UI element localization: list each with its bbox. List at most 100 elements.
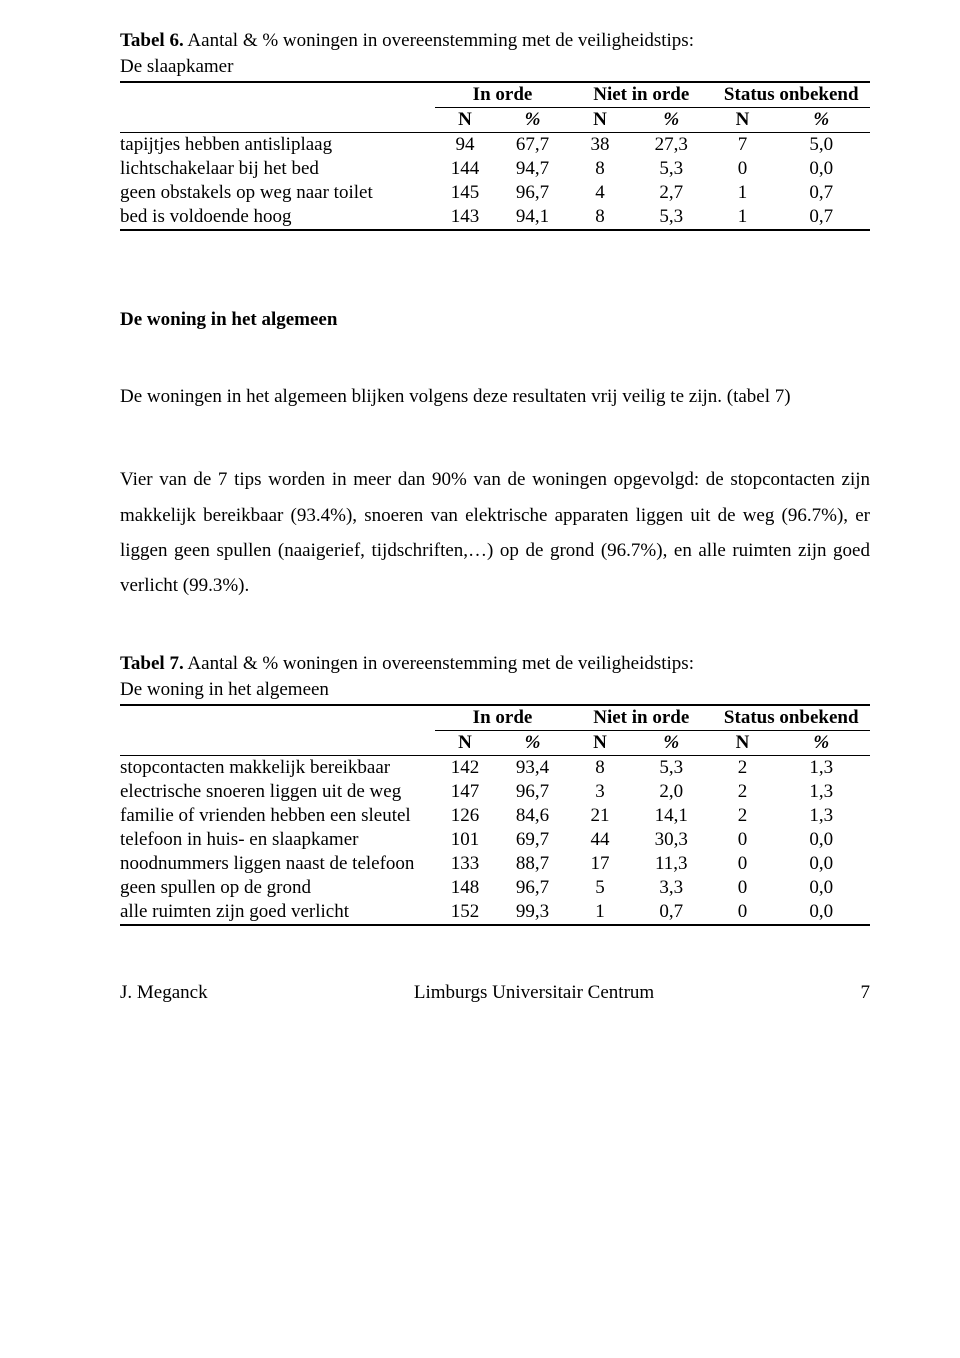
cell-value: 0,7 — [773, 205, 871, 230]
table-6-sub-3: % — [630, 108, 713, 133]
table-6: In orde Niet in orde Status onbekend N %… — [120, 81, 870, 231]
footer-affiliation: Limburgs Universitair Centrum — [414, 982, 654, 1004]
page-footer: J. Meganck Limburgs Universitair Centrum… — [0, 936, 960, 1004]
cell-value: 4 — [570, 181, 630, 205]
cell-value: 14,1 — [630, 804, 713, 828]
page-content: Tabel 6. Aantal & % woningen in overeens… — [0, 0, 960, 926]
cell-value: 11,3 — [630, 852, 713, 876]
cell-value: 94,1 — [495, 205, 570, 230]
cell-value: 8 — [570, 205, 630, 230]
cell-value: 0 — [713, 900, 773, 925]
table-6-block: Tabel 6. Aantal & % woningen in overeens… — [120, 28, 870, 231]
cell-value: 2 — [713, 804, 773, 828]
row-label: lichtschakelaar bij het bed — [120, 157, 435, 181]
row-label: telefoon in huis- en slaapkamer — [120, 828, 435, 852]
cell-value: 0 — [713, 828, 773, 852]
cell-value: 27,3 — [630, 133, 713, 158]
cell-value: 94 — [435, 133, 495, 158]
table-6-sub-0: N — [435, 108, 495, 133]
row-label: bed is voldoende hoog — [120, 205, 435, 230]
cell-value: 152 — [435, 900, 495, 925]
cell-value: 7 — [713, 133, 773, 158]
table-7-group-0: In orde — [435, 705, 570, 731]
cell-value: 67,7 — [495, 133, 570, 158]
table-7-sub-3: % — [630, 731, 713, 756]
table-7-sub-header-row: N % N % N % — [120, 731, 870, 756]
table-6-sub-2: N — [570, 108, 630, 133]
table-6-sub-4: N — [713, 108, 773, 133]
cell-value: 147 — [435, 780, 495, 804]
table-row: geen spullen op de grond14896,753,300,0 — [120, 876, 870, 900]
table-7-sub-5: % — [773, 731, 871, 756]
cell-value: 84,6 — [495, 804, 570, 828]
table-7-body: stopcontacten makkelijk bereikbaar14293,… — [120, 756, 870, 926]
cell-value: 0 — [713, 852, 773, 876]
cell-value: 94,7 — [495, 157, 570, 181]
cell-value: 2,0 — [630, 780, 713, 804]
table-7-sub-4: N — [713, 731, 773, 756]
cell-value: 8 — [570, 756, 630, 781]
row-label: noodnummers liggen naast de telefoon — [120, 852, 435, 876]
paragraph-1: De woningen in het algemeen blijken volg… — [120, 379, 870, 414]
cell-value: 0,0 — [773, 828, 871, 852]
cell-value: 69,7 — [495, 828, 570, 852]
cell-value: 5,3 — [630, 157, 713, 181]
table-7: In orde Niet in orde Status onbekend N %… — [120, 704, 870, 926]
footer-page-number: 7 — [860, 982, 870, 1004]
cell-value: 8 — [570, 157, 630, 181]
table-6-body: tapijtjes hebben antisliplaag9467,73827,… — [120, 133, 870, 231]
cell-value: 148 — [435, 876, 495, 900]
table-6-group-header-row: In orde Niet in orde Status onbekend — [120, 82, 870, 108]
cell-value: 3 — [570, 780, 630, 804]
table-row: bed is voldoende hoog14394,185,310,7 — [120, 205, 870, 230]
cell-value: 3,3 — [630, 876, 713, 900]
row-label: familie of vrienden hebben een sleutel — [120, 804, 435, 828]
table-row: electrische snoeren liggen uit de weg147… — [120, 780, 870, 804]
cell-value: 1 — [570, 900, 630, 925]
paragraph-2: Vier van de 7 tips worden in meer dan 90… — [120, 462, 870, 603]
cell-value: 96,7 — [495, 181, 570, 205]
row-label: stopcontacten makkelijk bereikbaar — [120, 756, 435, 781]
cell-value: 1,3 — [773, 804, 871, 828]
row-label: tapijtjes hebben antisliplaag — [120, 133, 435, 158]
footer-author: J. Meganck — [120, 982, 208, 1004]
cell-value: 0 — [713, 876, 773, 900]
section-heading: De woning in het algemeen — [120, 309, 870, 331]
cell-value: 0,7 — [630, 900, 713, 925]
table-row: telefoon in huis- en slaapkamer10169,744… — [120, 828, 870, 852]
cell-value: 0,7 — [773, 181, 871, 205]
table-row: noodnummers liggen naast de telefoon1338… — [120, 852, 870, 876]
cell-value: 44 — [570, 828, 630, 852]
cell-value: 1 — [713, 205, 773, 230]
table-6-sub-header-row: N % N % N % — [120, 108, 870, 133]
cell-value: 0,0 — [773, 900, 871, 925]
table-6-caption-rest: Aantal & % woningen in overeenstemming m… — [184, 30, 694, 51]
cell-value: 2 — [713, 756, 773, 781]
table-6-group-2: Status onbekend — [713, 82, 871, 108]
cell-value: 99,3 — [495, 900, 570, 925]
table-row: familie of vrienden hebben een sleutel12… — [120, 804, 870, 828]
table-row: lichtschakelaar bij het bed14494,785,300… — [120, 157, 870, 181]
row-label: geen obstakels op weg naar toilet — [120, 181, 435, 205]
cell-value: 1,3 — [773, 756, 871, 781]
cell-value: 0,0 — [773, 876, 871, 900]
table-row: stopcontacten makkelijk bereikbaar14293,… — [120, 756, 870, 781]
cell-value: 143 — [435, 205, 495, 230]
table-6-group-1: Niet in orde — [570, 82, 713, 108]
cell-value: 5,0 — [773, 133, 871, 158]
cell-value: 0 — [713, 157, 773, 181]
cell-value: 1 — [713, 181, 773, 205]
cell-value: 2,7 — [630, 181, 713, 205]
table-6-sub-5: % — [773, 108, 871, 133]
cell-value: 144 — [435, 157, 495, 181]
cell-value: 5 — [570, 876, 630, 900]
table-7-sub-1: % — [495, 731, 570, 756]
table-7-caption-sub: De woning in het algemeen — [120, 679, 329, 700]
row-label: electrische snoeren liggen uit de weg — [120, 780, 435, 804]
cell-value: 133 — [435, 852, 495, 876]
cell-value: 93,4 — [495, 756, 570, 781]
table-row: alle ruimten zijn goed verlicht15299,310… — [120, 900, 870, 925]
row-label: alle ruimten zijn goed verlicht — [120, 900, 435, 925]
table-6-caption: Tabel 6. Aantal & % woningen in overeens… — [120, 28, 870, 79]
row-label: geen spullen op de grond — [120, 876, 435, 900]
